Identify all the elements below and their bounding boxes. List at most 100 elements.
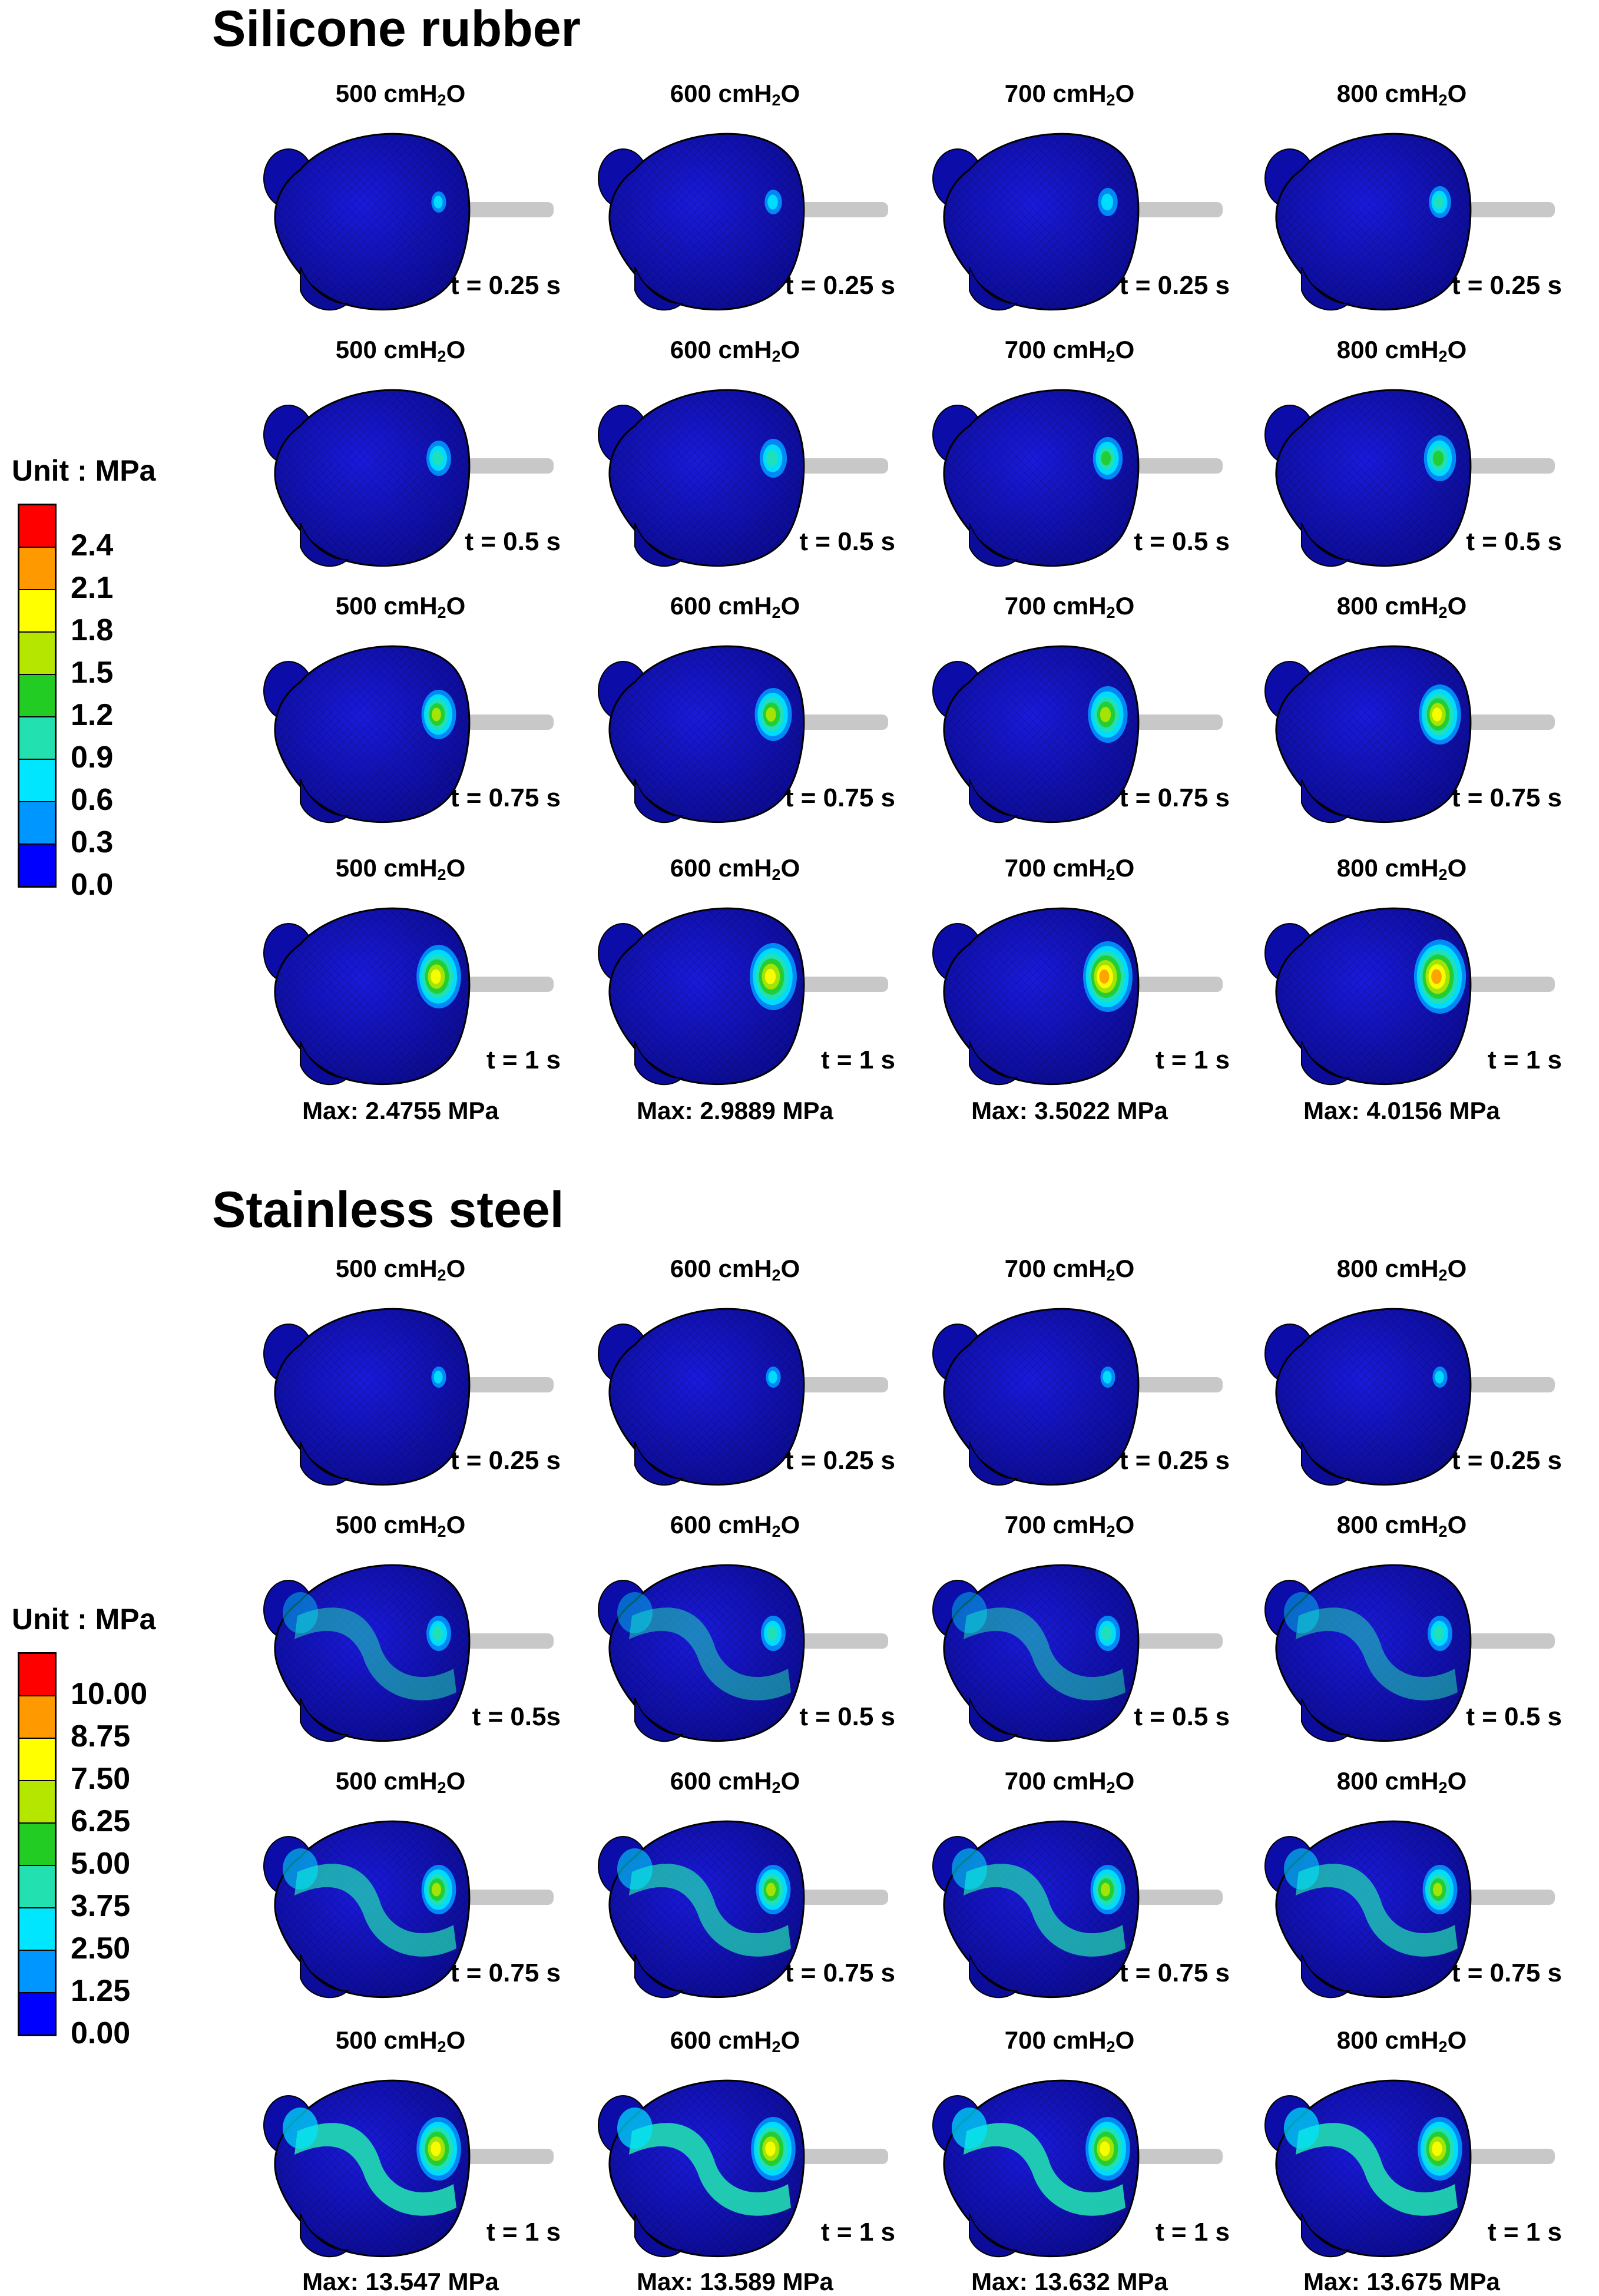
pressure-unit-suffix: O [780,854,800,882]
pressure-label: 800 cmH2O [1237,854,1567,884]
simulation-panel: 700 cmH2O t = 0.5 s [905,336,1234,589]
pressure-unit-suffix: O [1447,1255,1467,1282]
pressure-value: 500 cmH [335,1511,438,1539]
time-label: t = 0.75 s [450,783,561,812]
fe-model [263,907,554,1086]
time-label: t = 1 s [486,1046,561,1074]
pressure-subscript: 2 [1106,2038,1115,2056]
pressure-label: 700 cmH2O [905,2026,1234,2056]
pressure-value: 500 cmH [335,1767,438,1795]
pressure-label: 500 cmH2O [236,80,565,110]
model-lobe [634,1954,684,1999]
time-label: t = 1 s [1488,2218,1562,2247]
simulation-panel: 500 cmH2O t = 0.75 s [236,1767,565,2020]
pressure-label: 500 cmH2O [236,336,565,366]
simulation-panel: 500 cmH2O t = 0.75 s [236,592,565,845]
time-label: t = 0.75 s [450,1958,561,1987]
stress-hotspot [1099,970,1110,984]
stress-hotspot [764,968,776,985]
legend-swatch [19,760,55,802]
stress-hotspot [431,707,442,722]
stress-band [964,1864,1125,1957]
fe-model [263,2079,554,2258]
pressure-value: 600 cmH [670,336,772,363]
fe-model [1264,1308,1555,1486]
model-render [1264,1564,1555,1742]
model-lobe [969,1441,1018,1486]
simulation-panel: 500 cmH2O t = 0.5s [236,1511,565,1764]
fe-model [598,1564,888,1742]
stress-hotspot [1103,1371,1112,1384]
stress-hotspot [431,2141,441,2156]
model-lobe [634,1441,684,1486]
stress-band [283,1592,318,1633]
model-lobe [1301,266,1350,311]
stress-band [1284,1592,1319,1633]
fe-model [932,133,1223,311]
model-lobe [1301,2213,1350,2258]
model-render [932,645,1223,823]
pressure-label: 600 cmH2O [570,1255,900,1285]
model-lobe [1301,522,1350,567]
fe-model [1264,133,1555,311]
model-render [598,1308,888,1486]
stress-band [617,2108,653,2149]
model-render [1264,907,1555,1086]
legend-tick-label: 1.25 [71,1974,131,2008]
legend-swatch [19,1781,55,1824]
model-mesh [609,390,804,566]
model-render [598,133,888,311]
pressure-label: 800 cmH2O [1237,80,1567,110]
pressure-label: 700 cmH2O [905,854,1234,884]
model-lobe [969,266,1018,311]
model-render [932,133,1223,311]
legend-tick-label: 1.8 [71,613,114,647]
pressure-value: 500 cmH [335,336,438,363]
stress-band [283,2108,318,2149]
fe-model [932,645,1223,823]
pressure-value: 500 cmH [335,2026,438,2054]
simulation-panel: 600 cmH2O t = 0.75 s [570,592,900,845]
pressure-subscript: 2 [772,1523,781,1540]
pressure-unit-suffix: O [1115,592,1135,620]
legend-swatch [19,1654,55,1696]
model-mesh [609,908,804,1084]
model-render [1264,133,1555,311]
pressure-unit-suffix: O [446,1255,466,1282]
pressure-value: 700 cmH [1004,1511,1107,1539]
pressure-unit-suffix: O [780,80,800,107]
simulation-panel: 800 cmH2O t = 0.5 s [1237,336,1567,589]
legend-tick-label: 0.0 [71,868,114,902]
pressure-unit-suffix: O [446,1767,466,1795]
stress-hotspot [766,707,776,722]
stress-hotspot [1431,969,1442,984]
pressure-subscript: 2 [1438,866,1448,884]
simulation-panel: 700 cmH2O t = 0.75 s [905,1767,1234,2020]
model-lobe [300,2213,349,2258]
pressure-label: 800 cmH2O [1237,336,1567,366]
stress-hotspot [1101,451,1111,465]
model-mesh [609,134,804,310]
pressure-unit-suffix: O [1115,1255,1135,1282]
fe-model [1264,1820,1555,1999]
model-render [598,1564,888,1742]
pressure-value: 700 cmH [1004,854,1107,882]
pressure-value: 600 cmH [670,592,772,620]
pressure-value: 600 cmH [670,1255,772,1282]
pressure-value: 500 cmH [335,80,438,107]
model-mesh [609,1309,804,1485]
legend-tick-label: 0.3 [71,825,114,859]
pressure-unit-suffix: O [1447,80,1467,107]
pressure-unit-suffix: O [1447,1767,1467,1795]
simulation-panel: 800 cmH2O t = 1 s [1237,854,1567,1107]
stress-hotspot [1434,1626,1444,1641]
pressure-subscript: 2 [1438,1266,1448,1284]
pressure-label: 600 cmH2O [570,336,900,366]
pressure-label: 800 cmH2O [1237,1767,1567,1797]
pressure-unit-suffix: O [780,2026,800,2054]
model-mesh [943,390,1138,566]
model-render [263,1308,554,1486]
pressure-subscript: 2 [437,91,446,109]
pressure-unit-suffix: O [780,1767,800,1795]
pressure-value: 600 cmH [670,2026,772,2054]
